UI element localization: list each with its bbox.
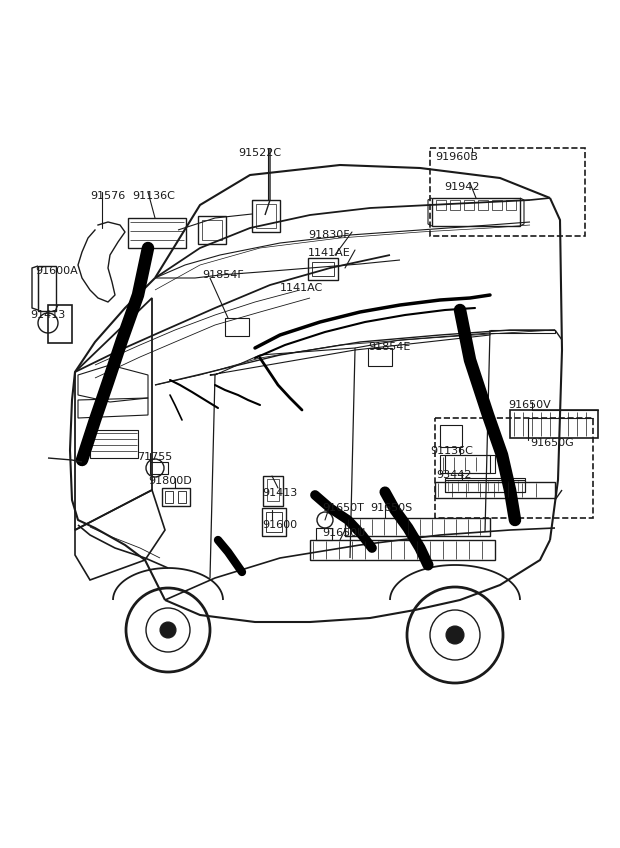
Bar — [435, 482, 555, 498]
Text: 91522C: 91522C — [238, 148, 281, 158]
Bar — [440, 455, 490, 473]
Bar — [492, 200, 502, 210]
Text: 91600A: 91600A — [35, 266, 78, 276]
Text: 91942: 91942 — [444, 182, 479, 192]
Bar — [150, 462, 168, 474]
Text: 91854E: 91854E — [368, 342, 410, 352]
Circle shape — [160, 622, 176, 638]
Text: 91830F: 91830F — [308, 230, 350, 240]
Bar — [432, 198, 520, 226]
Bar — [435, 418, 593, 518]
Text: 91136C: 91136C — [430, 446, 473, 456]
Bar — [38, 266, 56, 311]
Circle shape — [446, 626, 464, 644]
Bar — [464, 200, 474, 210]
Bar — [266, 512, 282, 532]
Bar — [312, 262, 334, 276]
Bar — [430, 148, 585, 236]
Text: 71755: 71755 — [137, 452, 172, 462]
Bar — [445, 480, 525, 492]
Bar — [506, 200, 516, 210]
Text: 91650T: 91650T — [322, 503, 364, 513]
Text: 91854F: 91854F — [202, 270, 244, 280]
Text: 91413: 91413 — [30, 310, 65, 320]
Text: 1141AC: 1141AC — [280, 283, 323, 293]
Bar — [198, 216, 226, 244]
Bar — [345, 518, 490, 536]
Bar — [128, 218, 186, 248]
Bar — [308, 258, 338, 280]
Text: 91800D: 91800D — [148, 476, 192, 486]
Bar — [450, 200, 460, 210]
Bar — [267, 479, 279, 501]
Text: 1141AE: 1141AE — [308, 248, 351, 258]
Bar — [445, 455, 495, 473]
Bar — [262, 508, 286, 536]
Bar — [252, 200, 280, 232]
Text: 91413: 91413 — [262, 488, 297, 498]
Bar — [48, 305, 72, 343]
Bar — [256, 204, 276, 228]
Bar — [436, 200, 446, 210]
Text: 91576: 91576 — [90, 191, 125, 201]
Bar — [162, 488, 190, 506]
Bar — [90, 430, 138, 458]
Text: 91136C: 91136C — [132, 191, 175, 201]
Bar — [263, 476, 283, 506]
Bar — [445, 478, 525, 492]
Bar — [510, 410, 598, 438]
Bar — [478, 200, 488, 210]
Text: 93442: 93442 — [436, 470, 471, 480]
Text: 91960B: 91960B — [435, 152, 478, 162]
Bar — [310, 540, 495, 560]
Bar — [368, 348, 392, 366]
Text: 91650V: 91650V — [508, 400, 551, 410]
Text: 91600: 91600 — [262, 520, 297, 530]
Bar — [202, 220, 222, 240]
Text: 91650U: 91650U — [322, 528, 365, 538]
Text: 91650G: 91650G — [530, 438, 574, 448]
Bar — [165, 491, 173, 503]
Text: 91650S: 91650S — [370, 503, 412, 513]
Bar — [440, 425, 462, 447]
Bar — [316, 528, 332, 540]
Bar — [178, 491, 186, 503]
Bar — [225, 318, 249, 336]
